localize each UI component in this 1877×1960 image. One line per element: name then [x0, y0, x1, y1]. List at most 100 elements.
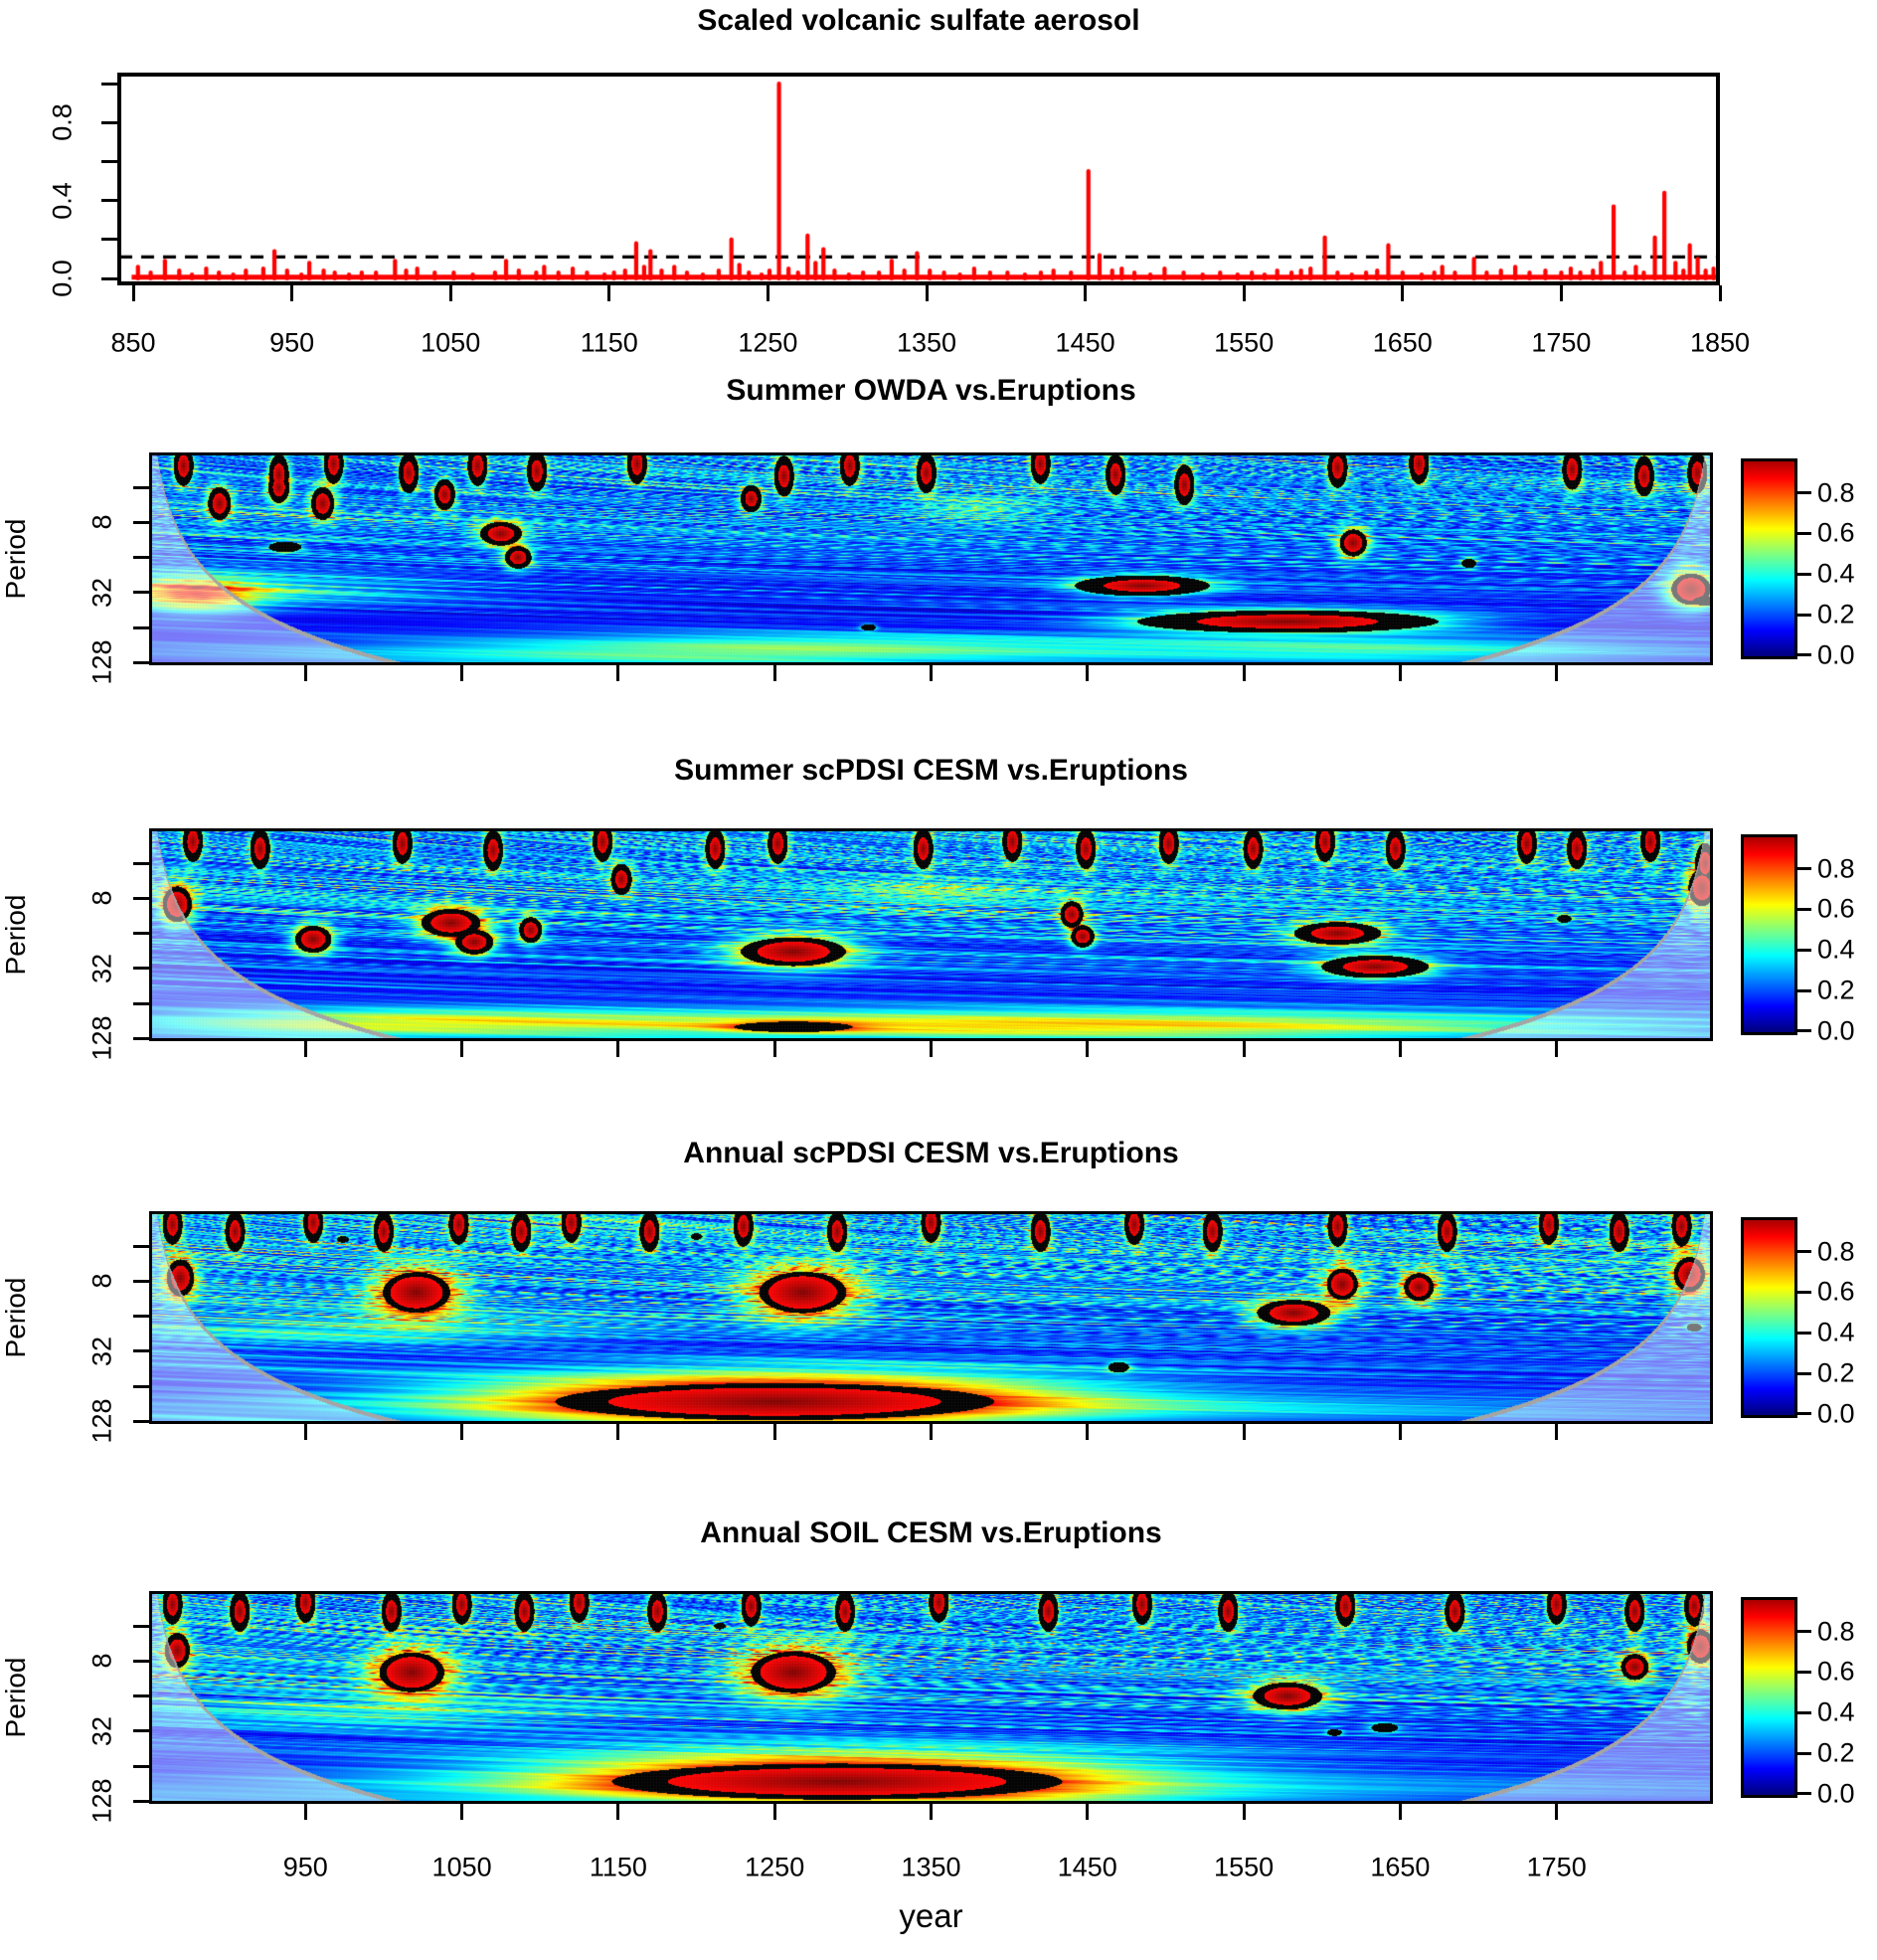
y-tick	[101, 276, 117, 280]
x-tick	[290, 285, 294, 301]
colorbar-tick	[1797, 1670, 1811, 1674]
colorbar-canvas	[1741, 1217, 1797, 1418]
x-tick	[772, 1041, 776, 1057]
x-tick	[930, 1804, 933, 1820]
period-tick	[133, 896, 149, 900]
x-tick	[1084, 285, 1088, 301]
period-tick-label: 32	[86, 1715, 117, 1746]
x-tick	[1398, 1804, 1402, 1820]
period-tick-label: 8	[86, 514, 117, 530]
x-tick	[303, 1041, 307, 1057]
x-tick	[772, 665, 776, 681]
period-tick	[133, 1799, 149, 1803]
colorbar-tick-label: 0.4	[1817, 1696, 1855, 1727]
x-tick	[1398, 1424, 1402, 1440]
period-tick	[133, 1384, 149, 1388]
x-tick-label: 1450	[1057, 1852, 1117, 1882]
colorbar-tick	[1797, 653, 1811, 657]
colorbar-tick-label: 0.0	[1817, 639, 1855, 670]
colorbar-tick-label: 0.6	[1817, 1276, 1855, 1307]
x-axis-title: year	[899, 1897, 963, 1934]
colorbar-tick-label: 0.8	[1817, 1236, 1855, 1267]
colorbar-tick-label: 0.6	[1817, 1656, 1855, 1687]
x-tick	[930, 1041, 933, 1057]
x-tick-label: 1350	[901, 1852, 961, 1882]
colorbar-tick-label: 0.6	[1817, 893, 1855, 924]
colorbar-tick-label: 0.2	[1817, 1357, 1855, 1388]
x-tick	[1398, 1041, 1402, 1057]
colorbar-tick-label: 0.4	[1817, 1317, 1855, 1347]
x-tick	[930, 1424, 933, 1440]
x-tick	[131, 285, 135, 301]
x-tick	[616, 1424, 620, 1440]
x-tick	[1555, 1804, 1559, 1820]
colorbar-tick	[1797, 1792, 1811, 1796]
colorbar-tick-label: 0.8	[1817, 1616, 1855, 1647]
y-tick	[101, 120, 117, 124]
period-tick-label: 32	[86, 953, 117, 983]
colorbar-tick	[1797, 1371, 1811, 1375]
y-tick-label: 0.4	[47, 181, 78, 220]
x-tick	[1242, 1424, 1246, 1440]
x-tick-label: 1250	[745, 1852, 805, 1882]
period-tick-label: 128	[86, 1015, 117, 1061]
x-tick-label: 1250	[738, 327, 798, 358]
period-axis-label: Period	[0, 518, 31, 600]
x-tick	[303, 1804, 307, 1820]
period-tick-label: 128	[86, 1398, 117, 1444]
x-tick	[460, 665, 464, 681]
colorbar-canvas	[1741, 834, 1797, 1035]
x-tick	[1555, 1424, 1559, 1440]
colorbar-tick	[1797, 1290, 1811, 1294]
period-tick	[133, 556, 149, 560]
x-tick	[1401, 285, 1405, 301]
x-tick	[303, 1424, 307, 1440]
x-tick	[1086, 1804, 1090, 1820]
x-tick-label: 1050	[421, 327, 481, 358]
period-tick-label: 128	[86, 639, 117, 685]
period-tick	[133, 1244, 149, 1248]
colorbar-tick-label: 0.8	[1817, 853, 1855, 884]
period-tick-label: 128	[86, 1778, 117, 1824]
x-tick	[1242, 665, 1246, 681]
x-tick	[930, 665, 933, 681]
colorbar-tick	[1797, 572, 1811, 576]
x-tick	[1086, 1424, 1090, 1440]
period-tick	[133, 591, 149, 595]
period-axis-label: Period	[0, 1657, 31, 1738]
x-tick-label: 1050	[431, 1852, 492, 1882]
period-tick	[133, 1001, 149, 1005]
period-tick	[133, 1659, 149, 1663]
period-tick-label: 32	[86, 1336, 117, 1366]
colorbar-tick	[1797, 907, 1811, 911]
colorbar-tick	[1797, 531, 1811, 535]
y-tick	[101, 238, 117, 242]
period-tick	[133, 1419, 149, 1423]
colorbar-tick	[1797, 867, 1811, 871]
period-tick	[133, 932, 149, 936]
y-tick	[101, 199, 117, 203]
x-tick	[1086, 1041, 1090, 1057]
x-tick-label: 1350	[896, 327, 957, 358]
colorbar-canvas	[1741, 458, 1797, 659]
period-tick	[133, 485, 149, 489]
period-tick	[133, 1036, 149, 1040]
wavelet-heatmap-canvas	[149, 1591, 1713, 1804]
x-tick-label: 1550	[1214, 1852, 1275, 1882]
x-tick	[766, 285, 769, 301]
y-tick-label: 0.0	[47, 260, 78, 297]
wavelet-heatmap-canvas	[149, 828, 1713, 1041]
x-tick	[925, 285, 929, 301]
colorbar-tick	[1797, 988, 1811, 992]
x-tick	[616, 665, 620, 681]
period-tick	[133, 1729, 149, 1733]
panel-title: Annual SOIL CESM vs.Eruptions	[700, 1516, 1162, 1549]
x-tick	[1718, 285, 1722, 301]
colorbar-tick-label: 0.4	[1817, 558, 1855, 589]
x-tick-label: 1750	[1531, 327, 1592, 358]
colorbar-tick	[1797, 1250, 1811, 1254]
x-tick	[460, 1424, 464, 1440]
x-tick	[1559, 285, 1563, 301]
volcanic-series-canvas	[117, 73, 1720, 285]
